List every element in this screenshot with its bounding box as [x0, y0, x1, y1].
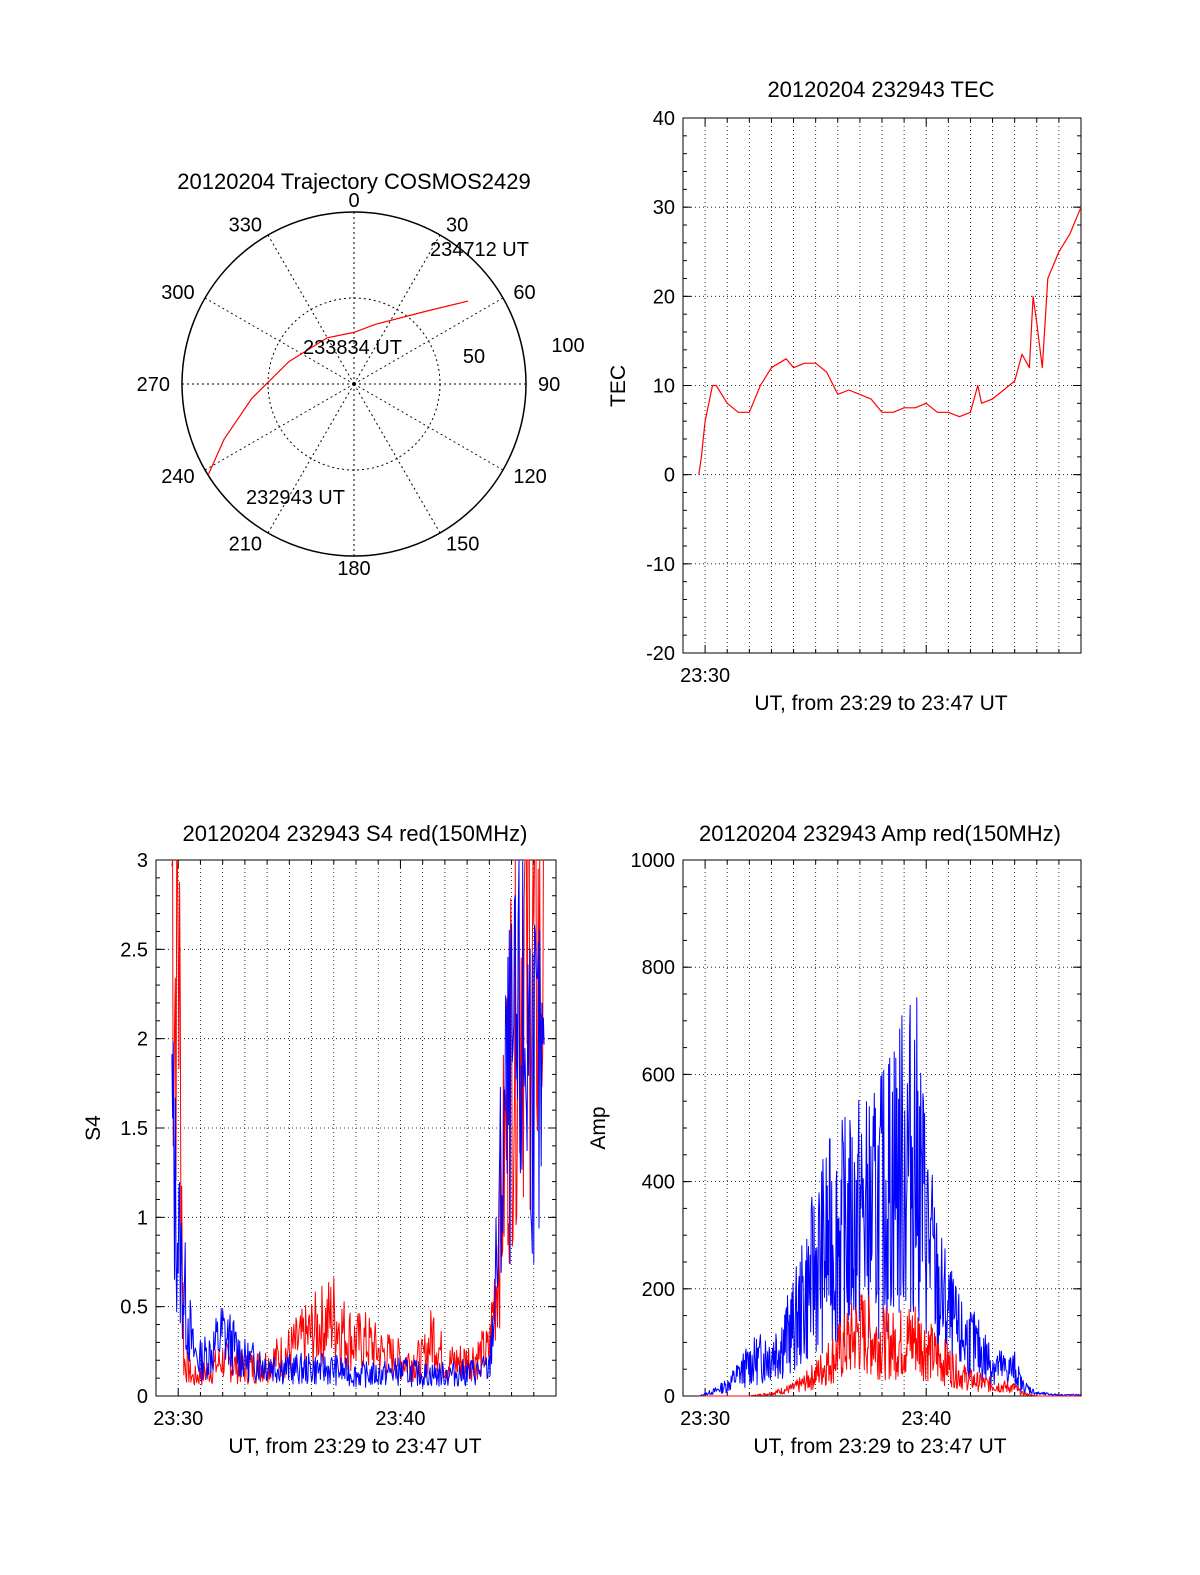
s4-y-axis-label: S4 — [82, 1115, 105, 1141]
s4-y-tick-labels: 0 0.5 1 1.5 2 2.5 3 — [120, 850, 148, 1408]
polar-spokes — [182, 212, 526, 556]
polar-spoke — [353, 383, 441, 534]
s4-y-tick-label: 2 — [137, 1029, 148, 1051]
s4-title: 20120204 232943 S4 red(150MHz) — [183, 821, 528, 846]
tec-y-tick-label: -20 — [646, 643, 675, 665]
polar-azimuth-labels: 0 30 60 90 120 150 180 210 240 270 300 330 — [137, 190, 561, 580]
polar-spoke — [353, 383, 504, 471]
ring-label-50: 50 — [463, 346, 485, 368]
amp-x-tick-label: 23:40 — [901, 1408, 951, 1430]
s4-y-tick-label: 1 — [137, 1207, 148, 1229]
amp-y-tick-label: 200 — [642, 1279, 675, 1301]
tec-y-tick-label: 0 — [664, 465, 675, 487]
polar-spoke — [267, 383, 355, 534]
tec-y-tick-label: 20 — [653, 286, 675, 308]
tec-y-tick-labels: -20 -10 0 10 20 30 40 — [646, 108, 675, 665]
amp-y-tick-label: 600 — [642, 1064, 675, 1086]
tec-series — [698, 206, 1082, 475]
ring-label-100: 100 — [551, 335, 584, 357]
amp-y-tick-label: 400 — [642, 1172, 675, 1194]
tec-x-axis-label: UT, from 23:29 to 23:47 UT — [754, 692, 1007, 715]
s4-x-tick-labels: 23:30 23:40 — [153, 1408, 425, 1430]
amp-series — [698, 997, 1081, 1397]
polar-azimuth-label: 300 — [161, 282, 194, 304]
amp-red-series-line — [698, 1294, 1081, 1397]
amp-y-tick-label: 1000 — [631, 850, 676, 872]
tec-x-tick-labels: 23:30 — [680, 665, 730, 687]
polar-azimuth-label: 330 — [229, 215, 262, 237]
tec-title: 20120204 232943 TEC — [767, 77, 994, 102]
tec-y-axis-label: TEC — [607, 365, 630, 407]
tec-grid — [683, 118, 1081, 653]
polar-azimuth-label: 120 — [513, 466, 546, 488]
polar-azimuth-label: 180 — [337, 558, 370, 580]
s4-blue-series-line — [171, 859, 545, 1388]
tec-y-tick-label: -10 — [646, 554, 675, 576]
amp-minor-ticks — [682, 859, 1082, 1397]
amp-y-tick-label: 0 — [664, 1386, 675, 1408]
polar-spoke — [204, 297, 355, 385]
polar-spoke — [267, 234, 355, 385]
s4-series — [171, 859, 545, 1388]
polar-azimuth-label: 60 — [513, 282, 535, 304]
trajectory-mid-label: 233834 UT — [303, 337, 402, 359]
s4-y-tick-label: 0 — [137, 1386, 148, 1408]
s4-y-tick-label: 1.5 — [120, 1118, 148, 1140]
tec-y-tick-label: 10 — [653, 376, 675, 398]
amp-grid — [683, 860, 1081, 1396]
polar-azimuth-label: 90 — [538, 374, 560, 396]
amp-y-tick-label: 800 — [642, 957, 675, 979]
tec-red-series-line — [698, 206, 1082, 475]
s4-x-tick-label: 23:30 — [153, 1408, 203, 1430]
amp-x-tick-labels: 23:30 23:40 — [680, 1408, 951, 1430]
s4-y-tick-label: 0.5 — [120, 1297, 148, 1319]
polar-spoke — [353, 234, 441, 385]
trajectory-start-label: 232943 UT — [246, 487, 345, 509]
trajectory-title: 20120204 Trajectory COSMOS2429 — [177, 169, 530, 194]
s4-chart: 20120204 232943 S4 red(150MHz) 0 0.5 1 1.5 2… — [82, 821, 557, 1458]
polar-azimuth-label: 30 — [446, 215, 468, 237]
trajectory-end-label: 234712 UT — [430, 239, 529, 261]
tec-x-tick-label: 23:30 — [680, 665, 730, 687]
tec-y-tick-label: 30 — [653, 197, 675, 219]
s4-x-tick-label: 23:40 — [375, 1408, 425, 1430]
amp-title: 20120204 232943 Amp red(150MHz) — [699, 821, 1061, 846]
amp-chart: 20120204 232943 Amp red(150MHz) 0 200 400 6… — [587, 821, 1082, 1458]
polar-spoke — [353, 297, 504, 385]
s4-y-tick-label: 2.5 — [120, 939, 148, 961]
amp-x-axis-label: UT, from 23:29 to 23:47 UT — [753, 1435, 1006, 1458]
s4-x-axis-label: UT, from 23:29 to 23:47 UT — [228, 1435, 481, 1458]
polar-azimuth-label: 210 — [229, 533, 262, 555]
tec-chart: 20120204 232943 TEC -20 -10 0 10 20 30 40 23:3… — [607, 77, 1082, 715]
amp-y-tick-labels: 0 200 400 600 800 1000 — [631, 850, 676, 1408]
trajectory-polar-plot: 20120204 Trajectory COSMOS2429 0 30 60 90 12… — [137, 169, 585, 580]
polar-azimuth-label: 270 — [137, 374, 170, 396]
tec-y-tick-label: 40 — [653, 108, 675, 130]
s4-y-tick-label: 3 — [137, 850, 148, 872]
polar-azimuth-label: 240 — [161, 466, 194, 488]
s4-minor-ticks — [155, 859, 557, 1397]
polar-azimuth-label: 150 — [446, 533, 479, 555]
polar-spoke — [204, 383, 355, 471]
tec-minor-ticks — [682, 117, 1082, 654]
amp-blue-series-line — [698, 997, 1081, 1397]
polar-azimuth-label: 0 — [348, 190, 359, 212]
amp-x-tick-label: 23:30 — [680, 1408, 730, 1430]
trajectory-path — [207, 300, 469, 476]
s4-red-series-line — [171, 859, 545, 1386]
amp-y-axis-label: Amp — [587, 1106, 610, 1149]
